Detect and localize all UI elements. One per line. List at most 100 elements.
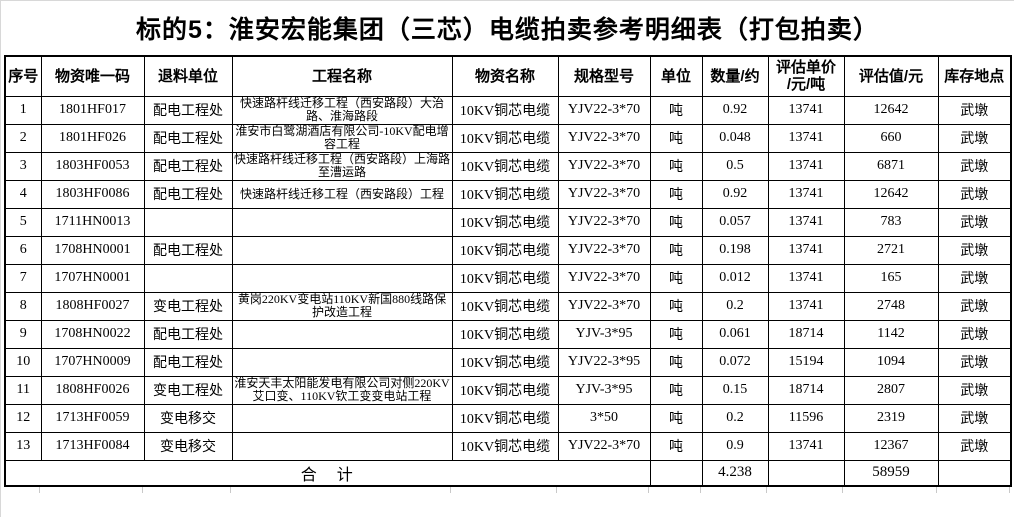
table-row: 7 1707HN0001 10KV铜芯电缆 YJV22-3*70 吨 0.012 13741…	[4, 263, 1012, 293]
cell-seq: 6	[4, 235, 42, 265]
cell-unit-price: 13741	[767, 431, 845, 461]
cell-project-name	[231, 319, 453, 349]
cell-unit-price: 13741	[767, 151, 845, 181]
grid-stub	[4, 486, 40, 493]
cell-value: 12642	[843, 179, 939, 209]
cell-project-name	[231, 263, 453, 293]
cell-value: 1142	[843, 319, 939, 349]
cell-seq: 13	[4, 431, 42, 461]
cell-spec-model: YJV-3*95	[557, 319, 651, 349]
cell-seq: 3	[4, 151, 42, 181]
cell-value: 2807	[843, 375, 939, 405]
cell-spec-model: YJV22-3*70	[557, 235, 651, 265]
cell-spec-model: YJV22-3*70	[557, 123, 651, 153]
table-row: 3 1803HF0053 配电工程处 快速路杆线迁移工程（西安路段）上海路至漕运路 10…	[4, 151, 1012, 181]
cell-project-name	[231, 235, 453, 265]
cell-quantity: 0.15	[701, 375, 769, 405]
cell-quantity: 0.9	[701, 431, 769, 461]
cell-unit: 吨	[649, 123, 703, 153]
cell-project-name: 黄岗220KV变电站110KV新国880线路保护改造工程	[231, 291, 453, 321]
cell-unit-price: 13741	[767, 179, 845, 209]
table-header-row: 序号 物资唯一码 退料单位 工程名称 物资名称 规格型号 单位 数量/约 评估单价 /元/吨 评估…	[4, 55, 1012, 97]
cell-spec-model: YJV22-3*70	[557, 263, 651, 293]
cell-location: 武墩	[937, 375, 1012, 405]
cell-unit: 吨	[649, 375, 703, 405]
cell-spec-model: YJV22-3*70	[557, 207, 651, 237]
column-header-return-unit: 退料单位	[143, 55, 233, 97]
page-title: 标的5：淮安宏能集团（三芯）电缆拍卖参考明细表（打包拍卖）	[136, 16, 879, 44]
total-unit	[649, 459, 703, 486]
title-row: 标的5：淮安宏能集团（三芯）电缆拍卖参考明细表（打包拍卖）	[1, 1, 1014, 55]
column-header-quantity: 数量/约	[701, 55, 769, 97]
cell-location: 武墩	[937, 263, 1012, 293]
cell-return-unit: 配电工程处	[143, 347, 233, 377]
cell-seq: 5	[4, 207, 42, 237]
cell-quantity: 0.012	[701, 263, 769, 293]
table-row: 2 1801HF026 配电工程处 淮安市白鹭湖酒店有限公司-10KV配电增容工程 10…	[4, 123, 1012, 153]
cell-project-name: 快速路杆线迁移工程（西安路段）上海路至漕运路	[231, 151, 453, 181]
table-row: 6 1708HN0001 配电工程处 10KV铜芯电缆 YJV22-3*70 吨 0.198…	[4, 235, 1012, 265]
cell-material-code: 1711HN0013	[40, 207, 145, 237]
cell-location: 武墩	[937, 347, 1012, 377]
cell-material-name: 10KV铜芯电缆	[451, 235, 559, 265]
cell-unit: 吨	[649, 403, 703, 433]
cell-return-unit: 配电工程处	[143, 319, 233, 349]
cell-material-code: 1708HN0022	[40, 319, 145, 349]
table-row: 11 1808HF0026 变电工程处 淮安天丰太阳能发电有限公司对侧220KV艾口变…	[4, 375, 1012, 405]
cell-spec-model: 3*50	[557, 403, 651, 433]
total-row: 合 计 4.238 58959	[4, 459, 1012, 486]
cell-value: 2319	[843, 403, 939, 433]
cell-return-unit: 配电工程处	[143, 235, 233, 265]
cell-project-name	[231, 431, 453, 461]
cell-project-name	[231, 347, 453, 377]
cell-material-name: 10KV铜芯电缆	[451, 179, 559, 209]
cell-material-code: 1707HN0001	[40, 263, 145, 293]
cell-seq: 7	[4, 263, 42, 293]
cell-location: 武墩	[937, 403, 1012, 433]
grid-stub	[143, 486, 231, 493]
cell-return-unit: 变电工程处	[143, 291, 233, 321]
cell-quantity: 0.072	[701, 347, 769, 377]
cell-unit: 吨	[649, 431, 703, 461]
column-header-spec-model: 规格型号	[557, 55, 651, 97]
column-header-unit: 单位	[649, 55, 703, 97]
cell-return-unit: 变电工程处	[143, 375, 233, 405]
column-header-material-code: 物资唯一码	[40, 55, 145, 97]
cell-return-unit: 变电移交	[143, 403, 233, 433]
cell-spec-model: YJV22-3*70	[557, 179, 651, 209]
cell-spec-model: YJV22-3*70	[557, 431, 651, 461]
table-row: 5 1711HN0013 10KV铜芯电缆 YJV22-3*70 吨 0.057 13741…	[4, 207, 1012, 237]
grid-stub	[701, 486, 767, 493]
cell-seq: 9	[4, 319, 42, 349]
cell-quantity: 0.2	[701, 403, 769, 433]
cell-unit-price: 13741	[767, 235, 845, 265]
cell-return-unit: 变电移交	[143, 431, 233, 461]
cell-unit: 吨	[649, 151, 703, 181]
cell-material-name: 10KV铜芯电缆	[451, 375, 559, 405]
grid-stub	[557, 486, 649, 493]
table-row: 8 1808HF0027 变电工程处 黄岗220KV变电站110KV新国880线路保护…	[4, 291, 1012, 321]
grid-stub	[451, 486, 557, 493]
auction-detail-table: 序号 物资唯一码 退料单位 工程名称 物资名称 规格型号 单位 数量/约 评估单价 /元/吨 评估…	[4, 55, 1012, 487]
cell-unit-price: 11596	[767, 403, 845, 433]
cell-value: 12367	[843, 431, 939, 461]
cell-unit-price: 13741	[767, 95, 845, 125]
cell-material-name: 10KV铜芯电缆	[451, 151, 559, 181]
cell-value: 165	[843, 263, 939, 293]
cell-seq: 4	[4, 179, 42, 209]
cell-quantity: 0.92	[701, 179, 769, 209]
grid-stub	[843, 486, 937, 493]
table-row: 1 1801HF017 配电工程处 快速路杆线迁移工程（西安路段）大治路、淮海路段 10…	[4, 95, 1012, 125]
cell-spec-model: YJV-3*95	[557, 375, 651, 405]
cell-unit: 吨	[649, 95, 703, 125]
cell-unit-price: 18714	[767, 319, 845, 349]
cell-spec-model: YJV22-3*70	[557, 291, 651, 321]
cell-material-code: 1707HN0009	[40, 347, 145, 377]
cell-unit-price: 13741	[767, 263, 845, 293]
cell-quantity: 0.057	[701, 207, 769, 237]
cell-unit-price: 13741	[767, 291, 845, 321]
table-row: 12 1713HF0059 变电移交 10KV铜芯电缆 3*50 吨 0.2 11596 231…	[4, 403, 1012, 433]
partial-next-row	[4, 486, 1010, 493]
cell-value: 783	[843, 207, 939, 237]
cell-value: 660	[843, 123, 939, 153]
